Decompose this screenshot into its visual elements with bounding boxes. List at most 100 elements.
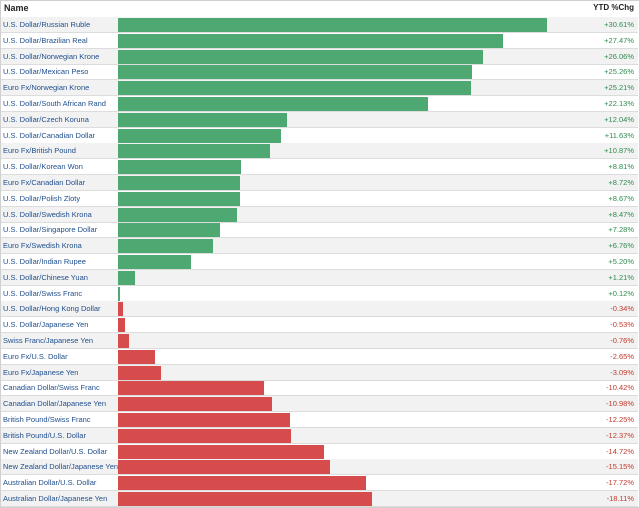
bar <box>118 492 372 506</box>
table-row[interactable]: Australian Dollar/U.S. Dollar -17.72% <box>0 475 638 492</box>
bar <box>118 49 484 64</box>
row-value-label: +1.21% <box>608 272 634 282</box>
bar <box>118 223 221 238</box>
table-row[interactable]: U.S. Dollar/Czech Koruna +12.04% <box>0 111 638 128</box>
row-name-label[interactable]: U.S. Dollar/Hong Kong Dollar <box>3 304 101 314</box>
table-row[interactable]: U.S. Dollar/Canadian Dollar +11.63% <box>0 128 638 144</box>
row-name-label[interactable]: U.S. Dollar/Russian Ruble <box>3 20 91 29</box>
row-name-label[interactable]: Euro Fx/U.S. Dollar <box>3 351 68 361</box>
table-row[interactable]: U.S. Dollar/Polish Zloty +8.67% <box>0 191 638 207</box>
row-value-label: -10.98% <box>606 399 634 409</box>
table-row[interactable]: Euro Fx/Canadian Dollar +8.72% <box>0 175 638 191</box>
row-name-label[interactable]: Euro Fx/Japanese Yen <box>3 367 79 377</box>
table-row[interactable]: Canadian Dollar/Japanese Yen -10.98% <box>0 396 638 413</box>
row-name-label[interactable]: U.S. Dollar/Norwegian Krone <box>3 51 100 61</box>
row-name-label[interactable]: U.S. Dollar/Singapore Dollar <box>3 225 98 235</box>
table-row[interactable]: U.S. Dollar/Japanese Yen -0.53% <box>0 317 638 334</box>
row-value-label: +12.04% <box>604 114 634 124</box>
table-row[interactable]: New Zealand Dollar/Japanese Yen -15.15% <box>0 459 638 476</box>
table-row[interactable]: British Pound/Swiss Franc -12.25% <box>0 412 638 428</box>
row-name-label[interactable]: U.S. Dollar/Indian Rupee <box>3 257 86 266</box>
table-header: Name YTD %Chg <box>0 0 638 18</box>
row-name-label[interactable]: Australian Dollar/U.S. Dollar <box>3 478 97 488</box>
row-value-label: -18.11% <box>606 494 634 503</box>
table-row[interactable]: Australian Dollar/Japanese Yen -18.11% <box>0 491 638 507</box>
table-row[interactable]: U.S. Dollar/South African Rand +22.13% <box>0 96 638 112</box>
row-name-label[interactable]: U.S. Dollar/Chinese Yuan <box>3 272 88 282</box>
row-name-label[interactable]: U.S. Dollar/Brazilian Real <box>3 35 88 45</box>
table-row[interactable]: Canadian Dollar/Swiss Franc -10.42% <box>0 380 638 397</box>
row-name-label[interactable]: New Zealand Dollar/U.S. Dollar <box>3 446 108 456</box>
row-name-label[interactable]: Euro Fx/Norwegian Krone <box>3 83 90 93</box>
row-value-label: +11.63% <box>604 130 634 140</box>
row-name-label[interactable]: New Zealand Dollar/Japanese Yen <box>3 462 119 472</box>
row-name-label[interactable]: Australian Dollar/Japanese Yen <box>3 494 108 503</box>
bar <box>118 255 191 269</box>
row-value-label: -10.42% <box>606 383 634 393</box>
row-name-label[interactable]: Euro Fx/Swedish Krona <box>3 241 82 251</box>
ytd-change-column-header[interactable]: YTD %Chg <box>593 3 634 12</box>
row-value-label: +25.21% <box>604 83 634 93</box>
table-row[interactable]: U.S. Dollar/Swiss Franc +0.12% <box>0 286 638 302</box>
row-name-label[interactable]: Euro Fx/British Pound <box>3 146 76 156</box>
row-name-label[interactable]: U.S. Dollar/Polish Zloty <box>3 193 81 203</box>
row-value-label: +6.76% <box>608 241 634 251</box>
row-value-label: +26.06% <box>604 51 634 61</box>
row-name-label[interactable]: British Pound/Swiss Franc <box>3 415 91 424</box>
table-row[interactable]: U.S. Dollar/Singapore Dollar +7.28% <box>0 222 638 239</box>
row-name-label[interactable]: British Pound/U.S. Dollar <box>3 430 86 440</box>
row-value-label: +25.26% <box>604 67 634 77</box>
table-row[interactable]: U.S. Dollar/Russian Ruble +30.61% <box>0 17 638 33</box>
row-value-label: -0.34% <box>610 304 634 314</box>
row-name-label[interactable]: U.S. Dollar/Korean Won <box>3 162 83 172</box>
table-row[interactable]: U.S. Dollar/Mexican Peso +25.26% <box>0 64 638 81</box>
bar <box>118 286 120 301</box>
row-name-label[interactable]: U.S. Dollar/Canadian Dollar <box>3 130 96 140</box>
row-name-label[interactable]: U.S. Dollar/Mexican Peso <box>3 67 89 77</box>
row-name-label[interactable]: Canadian Dollar/Swiss Franc <box>3 383 100 393</box>
table-row[interactable]: U.S. Dollar/Indian Rupee +5.20% <box>0 254 638 270</box>
table-row[interactable]: Euro Fx/British Pound +10.87% <box>0 143 638 160</box>
bar <box>118 444 325 459</box>
row-name-label[interactable]: U.S. Dollar/Swedish Krona <box>3 209 92 219</box>
table-row[interactable]: U.S. Dollar/Korean Won +8.81% <box>0 159 638 176</box>
row-value-label: +22.13% <box>604 99 634 108</box>
row-value-label: +8.67% <box>608 193 634 203</box>
row-name-label[interactable]: Swiss Franc/Japanese Yen <box>3 336 94 345</box>
table-row[interactable]: Euro Fx/Japanese Yen -3.09% <box>0 364 638 381</box>
row-value-label: +30.61% <box>604 20 634 29</box>
table-row[interactable]: British Pound/U.S. Dollar -12.37% <box>0 427 638 444</box>
bar <box>118 413 290 427</box>
table-row[interactable]: U.S. Dollar/Hong Kong Dollar -0.34% <box>0 301 638 318</box>
table-row[interactable]: U.S. Dollar/Chinese Yuan +1.21% <box>0 269 638 286</box>
bar <box>118 381 265 396</box>
bar <box>118 349 156 364</box>
table-row[interactable]: U.S. Dollar/Swedish Krona +8.47% <box>0 206 638 223</box>
table-row[interactable]: New Zealand Dollar/U.S. Dollar -14.72% <box>0 444 638 460</box>
row-name-label[interactable]: Canadian Dollar/Japanese Yen <box>3 399 106 409</box>
row-value-label: +8.47% <box>608 209 634 219</box>
table-row[interactable]: Swiss Franc/Japanese Yen -0.76% <box>0 333 638 349</box>
row-value-label: +5.20% <box>608 257 634 266</box>
bar <box>118 476 367 491</box>
bar <box>118 318 126 333</box>
table-row[interactable]: Euro Fx/U.S. Dollar -2.65% <box>0 349 638 365</box>
table-row[interactable]: Euro Fx/Norwegian Krone +25.21% <box>0 80 638 97</box>
row-name-label[interactable]: Euro Fx/Canadian Dollar <box>3 178 86 187</box>
row-name-label[interactable]: U.S. Dollar/Japanese Yen <box>3 320 89 330</box>
bar <box>118 144 271 159</box>
row-name-label[interactable]: U.S. Dollar/South African Rand <box>3 99 106 108</box>
row-value-label: +27.47% <box>604 35 634 45</box>
table-row[interactable]: Euro Fx/Swedish Krona +6.76% <box>0 238 638 255</box>
row-value-label: -0.76% <box>610 336 634 345</box>
bar <box>118 191 240 206</box>
bar <box>118 365 162 380</box>
table-row[interactable]: U.S. Dollar/Brazilian Real +27.47% <box>0 33 638 49</box>
name-column-header[interactable]: Name <box>4 3 29 13</box>
bar <box>118 160 242 175</box>
row-name-label[interactable]: U.S. Dollar/Swiss Franc <box>3 288 83 298</box>
row-name-label[interactable]: U.S. Dollar/Czech Koruna <box>3 114 89 124</box>
table-row[interactable]: U.S. Dollar/Norwegian Krone +26.06% <box>0 48 638 65</box>
bar <box>118 128 281 143</box>
